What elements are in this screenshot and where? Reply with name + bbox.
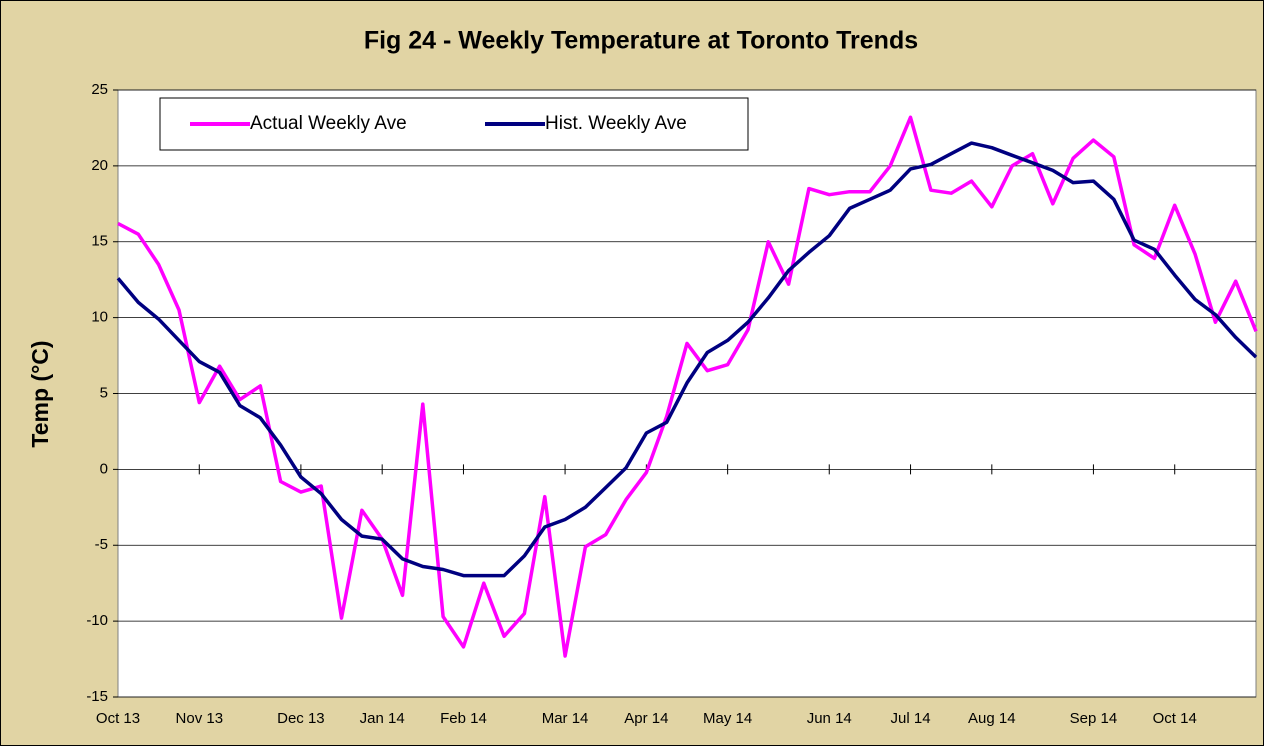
- x-tick-label: Oct 14: [1153, 710, 1197, 727]
- series-line: [116, 141, 1258, 578]
- y-tick-label: -10: [86, 612, 108, 629]
- legend-label: Hist. Weekly Ave: [545, 113, 687, 134]
- x-tick-label: Jan 14: [360, 710, 405, 727]
- legend: [159, 97, 749, 151]
- x-tick-label: Oct 13: [96, 710, 140, 727]
- x-tick-label: Nov 13: [176, 710, 224, 727]
- x-tick-label: May 14: [703, 710, 752, 727]
- x-tick-label: Jul 14: [891, 710, 931, 727]
- x-tick-label: Mar 14: [542, 710, 589, 727]
- y-tick-label: 10: [91, 309, 108, 326]
- x-tick-label: Feb 14: [440, 710, 487, 727]
- y-tick-label: 5: [100, 384, 108, 401]
- y-axis-label: Temp (°C): [27, 340, 53, 447]
- x-tick-label: Sep 14: [1070, 710, 1118, 727]
- x-tick-label: Aug 14: [968, 710, 1016, 727]
- legend-label: Actual Weekly Ave: [250, 113, 407, 134]
- x-tick-label: Jun 14: [807, 710, 852, 727]
- y-tick-label: 25: [91, 81, 108, 98]
- x-tick-label: Apr 14: [624, 710, 668, 727]
- series-line: [117, 115, 1258, 658]
- y-tick-label: -15: [86, 688, 108, 705]
- x-tick-label: Dec 13: [277, 710, 325, 727]
- y-tick-label: 20: [91, 157, 108, 174]
- chart-title: Fig 24 - Weekly Temperature at Toronto T…: [364, 27, 918, 55]
- y-tick-label: 15: [91, 233, 108, 250]
- y-tick-label: -5: [95, 536, 108, 553]
- y-tick-label: 0: [100, 460, 108, 477]
